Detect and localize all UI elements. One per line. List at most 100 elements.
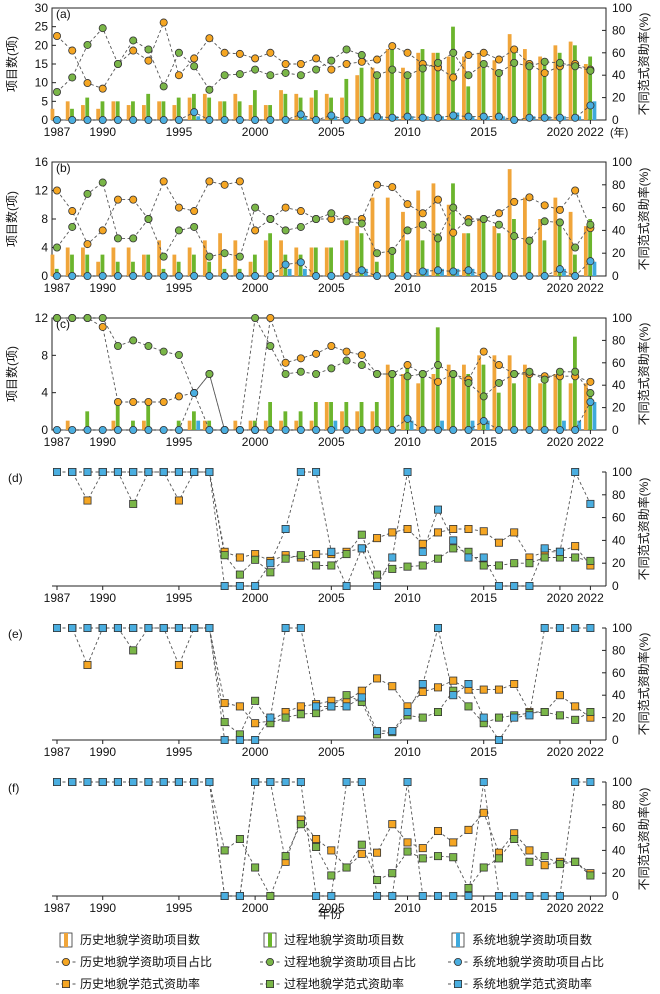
bar-history bbox=[81, 105, 85, 120]
point-history bbox=[83, 79, 92, 88]
point-history bbox=[251, 54, 260, 63]
point-process bbox=[494, 68, 503, 77]
x-tick-label: 2020 bbox=[547, 435, 574, 449]
point-process bbox=[281, 369, 290, 378]
point-process bbox=[449, 48, 458, 57]
point-history bbox=[342, 60, 351, 69]
point-history bbox=[373, 848, 382, 857]
bar-history bbox=[202, 93, 207, 120]
point-system bbox=[357, 778, 366, 787]
point-system bbox=[464, 892, 473, 901]
point-system bbox=[555, 547, 564, 556]
bar-history bbox=[568, 383, 573, 430]
x-tick-label: 1995 bbox=[166, 435, 193, 449]
bar-process bbox=[359, 67, 364, 120]
point-process bbox=[555, 367, 564, 376]
point-system bbox=[586, 624, 595, 633]
point-process bbox=[388, 564, 397, 573]
point-history bbox=[403, 361, 412, 370]
point-system bbox=[571, 467, 580, 476]
point-history bbox=[418, 844, 427, 853]
bar-process bbox=[588, 56, 593, 120]
left-tick-label: 4 bbox=[41, 241, 48, 255]
bar-history bbox=[568, 211, 573, 276]
point-history bbox=[327, 846, 336, 855]
bar-history bbox=[446, 364, 451, 430]
point-process bbox=[266, 568, 275, 577]
x-tick-label: 2000 bbox=[242, 435, 269, 449]
x-tick-label: 2020 bbox=[547, 745, 574, 759]
point-history bbox=[373, 674, 382, 683]
point-system bbox=[190, 624, 199, 633]
point-history bbox=[235, 553, 244, 562]
bar-process bbox=[481, 67, 486, 120]
point-history bbox=[571, 702, 580, 711]
point-process bbox=[144, 341, 153, 350]
point-process bbox=[555, 58, 564, 67]
point-system bbox=[53, 467, 62, 476]
bar-system bbox=[333, 116, 338, 120]
point-system bbox=[281, 116, 290, 125]
bar-process bbox=[481, 219, 486, 276]
bar-process bbox=[115, 402, 120, 430]
point-system bbox=[83, 116, 92, 125]
bar-history bbox=[401, 211, 405, 276]
point-system bbox=[449, 425, 458, 434]
point-system bbox=[296, 467, 305, 476]
bar-history bbox=[507, 169, 512, 276]
point-history bbox=[342, 347, 351, 356]
bar-history bbox=[416, 190, 421, 276]
point-system bbox=[235, 425, 244, 434]
point-system bbox=[129, 778, 138, 787]
bar-process bbox=[374, 261, 379, 276]
point-history bbox=[433, 377, 442, 386]
point-history bbox=[251, 719, 260, 728]
point-system bbox=[586, 257, 595, 266]
point-system bbox=[129, 425, 138, 434]
x-tick-label: 2010 bbox=[394, 745, 421, 759]
point-history bbox=[449, 525, 458, 534]
point-process bbox=[373, 369, 382, 378]
bar-system bbox=[394, 116, 399, 120]
point-process bbox=[510, 559, 519, 568]
left-tick-label: 0 bbox=[41, 269, 48, 283]
point-process bbox=[373, 570, 382, 579]
legend-item-system_rate: 系统地貌学范式资助率 bbox=[448, 976, 592, 991]
point-system bbox=[403, 467, 412, 476]
point-process bbox=[555, 218, 564, 227]
point-process bbox=[357, 219, 366, 228]
point-system bbox=[129, 271, 138, 280]
point-history bbox=[159, 397, 168, 406]
point-process bbox=[433, 852, 442, 861]
panel-a: (a) 0 5 10 15 20 25 30 项目数(项) 0 20 40 60 80 100 不同范式资助率… bbox=[4, 1, 651, 139]
point-process bbox=[433, 58, 442, 67]
point-system bbox=[373, 582, 382, 591]
bar-system bbox=[409, 116, 414, 120]
point-system bbox=[479, 417, 488, 426]
point-process bbox=[174, 226, 183, 235]
bar-history bbox=[522, 197, 527, 276]
x-tick-label: 1990 bbox=[89, 745, 116, 759]
point-history bbox=[174, 71, 183, 80]
point-system bbox=[479, 553, 488, 562]
x-tick-label: 2005 bbox=[318, 745, 345, 759]
bar-history bbox=[96, 108, 101, 120]
bar-history bbox=[263, 105, 268, 120]
point-history bbox=[53, 32, 62, 41]
point-system bbox=[205, 271, 214, 280]
bar-process bbox=[207, 261, 212, 276]
bar-process bbox=[496, 71, 501, 120]
point-process bbox=[403, 847, 412, 856]
point-system bbox=[190, 271, 199, 280]
point-process bbox=[540, 708, 549, 717]
point-history bbox=[357, 350, 366, 359]
bar-system bbox=[379, 116, 383, 120]
right-tick-label: 20 bbox=[612, 401, 626, 415]
point-system bbox=[418, 267, 427, 276]
bar-history bbox=[538, 383, 543, 430]
point-system bbox=[53, 271, 62, 280]
point-process bbox=[525, 62, 534, 71]
point-history bbox=[479, 527, 488, 536]
x-tick-label: 2015 bbox=[470, 435, 497, 449]
